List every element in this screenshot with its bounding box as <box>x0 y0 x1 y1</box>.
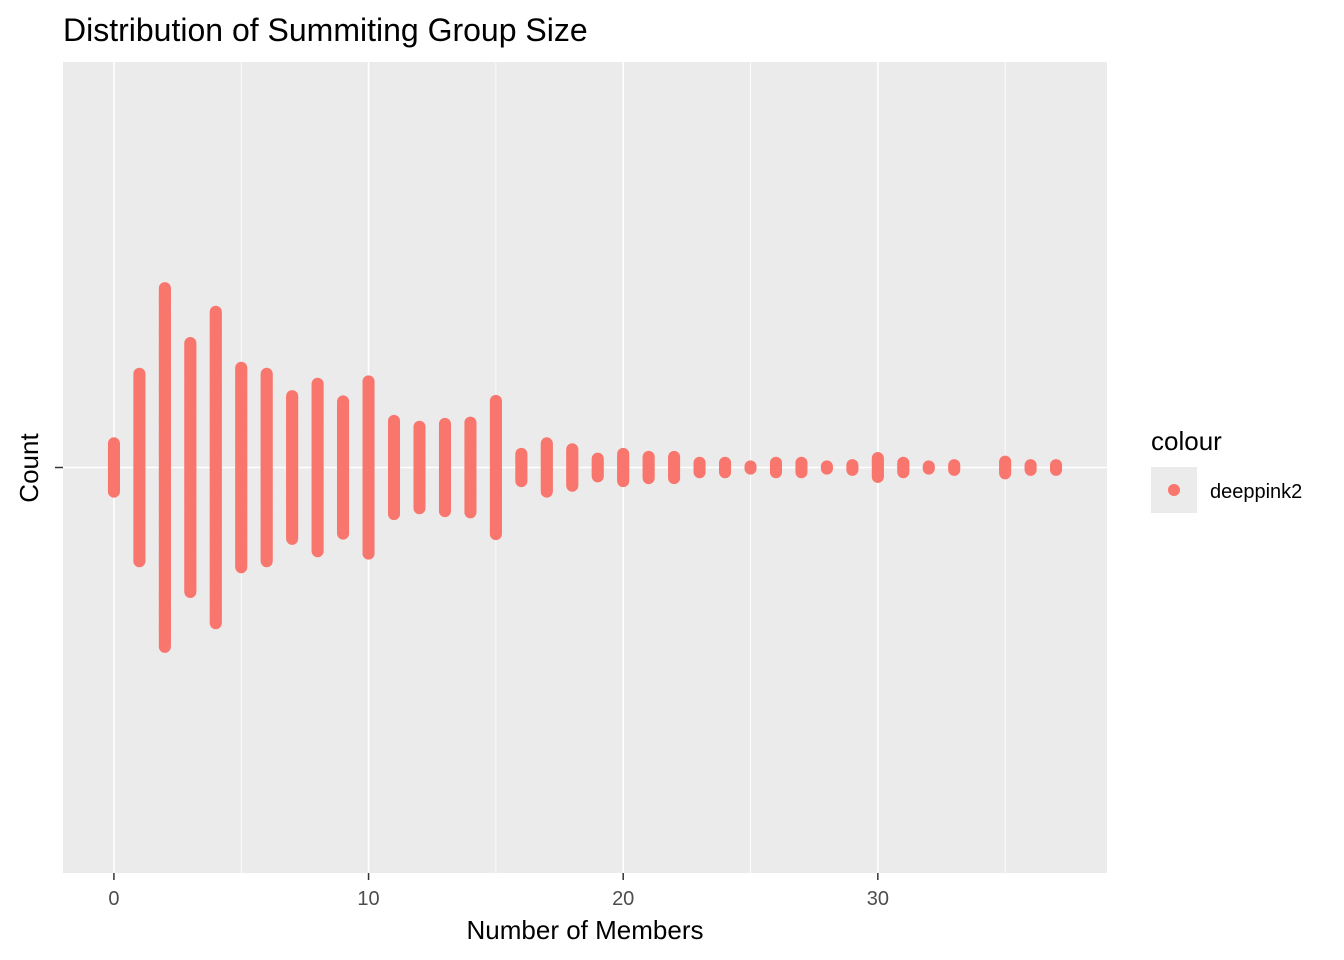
dot-stack <box>566 443 579 492</box>
dot-stack <box>922 460 935 475</box>
dot-stack <box>540 437 553 498</box>
dot-stack <box>413 420 426 515</box>
x-tick-label: 10 <box>357 888 379 910</box>
data-point <box>413 502 426 515</box>
dot-stack <box>260 367 273 568</box>
dot-stack <box>846 459 859 476</box>
data-point <box>922 462 935 475</box>
dot-stack <box>948 459 961 476</box>
x-axis-title: Number of Members <box>467 915 704 945</box>
data-point <box>719 466 732 479</box>
dot-stack <box>668 450 681 485</box>
dot-stack <box>795 456 808 479</box>
dot-stack <box>1024 459 1037 476</box>
dot-stack <box>311 377 324 558</box>
legend-key-point <box>1168 484 1180 496</box>
data-point <box>566 479 579 492</box>
data-point <box>107 485 120 498</box>
x-tick-label: 20 <box>612 888 634 910</box>
data-point <box>617 475 630 488</box>
data-point <box>337 527 350 540</box>
data-point <box>489 528 502 541</box>
dot-stack <box>1050 459 1063 476</box>
dot-stack <box>515 447 528 488</box>
legend-label: deeppink2 <box>1210 481 1302 503</box>
dot-stack <box>642 450 655 485</box>
y-axis-title: Count <box>14 433 44 503</box>
chart-title: Distribution of Summiting Group Size <box>63 12 588 48</box>
dot-stack <box>133 367 146 568</box>
data-point <box>158 640 171 653</box>
dot-stack <box>769 456 782 479</box>
dot-stack <box>820 460 833 475</box>
data-point <box>591 470 604 483</box>
dot-stack <box>184 337 197 598</box>
data-point <box>209 617 222 630</box>
data-point <box>820 462 833 475</box>
dot-stack <box>158 282 171 653</box>
data-point <box>1050 463 1063 476</box>
dot-stack <box>438 417 451 518</box>
dot-stack <box>719 456 732 479</box>
data-point <box>438 505 451 518</box>
data-point <box>184 585 197 598</box>
dot-stack <box>897 456 910 479</box>
data-point <box>897 466 910 479</box>
data-point <box>871 470 884 483</box>
dot-stack <box>464 416 477 519</box>
data-points <box>107 282 1063 653</box>
data-point <box>362 547 375 560</box>
data-point <box>769 466 782 479</box>
dot-stack <box>693 456 706 479</box>
dot-stack <box>591 452 604 483</box>
x-axis-ticks: 0 10 20 30 <box>108 873 889 910</box>
data-point <box>693 466 706 479</box>
data-point <box>668 472 681 485</box>
data-point <box>846 463 859 476</box>
data-point <box>133 555 146 568</box>
x-tick-label: 30 <box>867 888 889 910</box>
dot-stack <box>362 375 375 560</box>
data-point <box>999 467 1012 480</box>
data-point <box>744 462 757 475</box>
dot-stack <box>617 447 630 488</box>
dot-stack <box>744 460 757 475</box>
data-point <box>642 472 655 485</box>
dot-stack <box>286 390 299 545</box>
legend: colour deeppink2 <box>1151 426 1302 513</box>
data-point <box>235 561 248 574</box>
data-point <box>464 506 477 519</box>
data-point <box>311 545 324 558</box>
dot-stack <box>235 361 248 574</box>
x-tick-label: 0 <box>108 888 119 910</box>
dot-stack <box>337 395 350 540</box>
data-point <box>515 475 528 488</box>
data-point <box>948 463 961 476</box>
dot-stack <box>107 437 120 498</box>
dot-stack <box>871 452 884 483</box>
data-point <box>540 485 553 498</box>
data-point <box>286 532 299 545</box>
data-point <box>795 466 808 479</box>
data-point <box>1024 463 1037 476</box>
legend-title: colour <box>1151 426 1222 456</box>
data-point <box>260 555 273 568</box>
data-point <box>388 508 401 521</box>
dot-stack <box>388 414 401 521</box>
dot-stack <box>999 455 1012 480</box>
dot-stack <box>209 305 222 630</box>
dot-stack <box>489 394 502 541</box>
